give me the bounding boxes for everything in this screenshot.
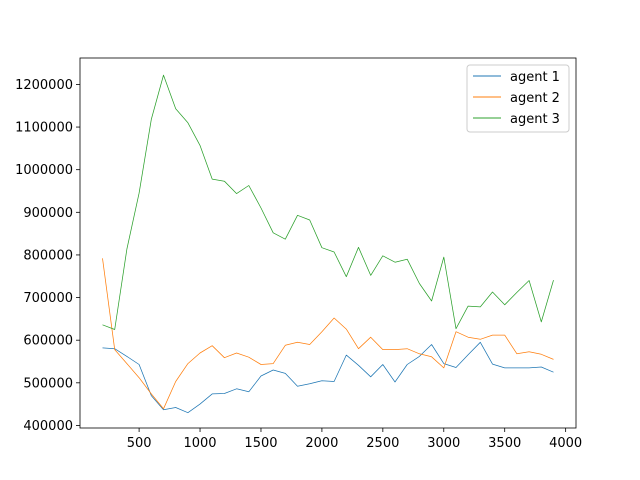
legend-box	[466, 64, 570, 133]
y-tick-label: 400000	[23, 419, 73, 434]
x-tick-label: 2000	[305, 436, 338, 451]
legend-label: agent 3	[510, 112, 560, 127]
series-line-3	[102, 74, 554, 330]
series-lines	[102, 74, 554, 414]
x-tick-label: 2500	[366, 436, 399, 451]
plot-area-border	[79, 57, 577, 429]
legend-label: agent 2	[510, 91, 560, 106]
legend: agent 1 agent 2 agent 3	[466, 64, 570, 133]
x-tick-label: 3000	[427, 436, 460, 451]
x-axis: 500 1000 1500 2000 2500 3000 3500 4000	[127, 428, 582, 451]
series-line-1	[102, 341, 554, 414]
series-line-2	[102, 258, 554, 410]
x-tick-label: 3500	[488, 436, 521, 451]
x-tick-label: 4000	[549, 436, 582, 451]
x-tick-label: 1000	[183, 436, 216, 451]
y-tick-label: 1100000	[15, 121, 73, 136]
y-tick-label: 500000	[23, 376, 73, 391]
y-axis: 400000 500000 600000 700000 800000 900000 1000…	[15, 78, 80, 434]
x-tick-label: 500	[127, 436, 152, 451]
y-tick-label: 700000	[23, 291, 73, 306]
y-tick-label: 800000	[23, 248, 73, 263]
y-tick-label: 600000	[23, 334, 73, 349]
y-tick-label: 1000000	[15, 163, 73, 178]
y-tick-label: 1200000	[15, 78, 73, 93]
legend-label: agent 1	[510, 70, 560, 85]
axes-frame	[79, 57, 577, 429]
y-tick-label: 900000	[23, 206, 73, 221]
x-tick-label: 1500	[244, 436, 277, 451]
